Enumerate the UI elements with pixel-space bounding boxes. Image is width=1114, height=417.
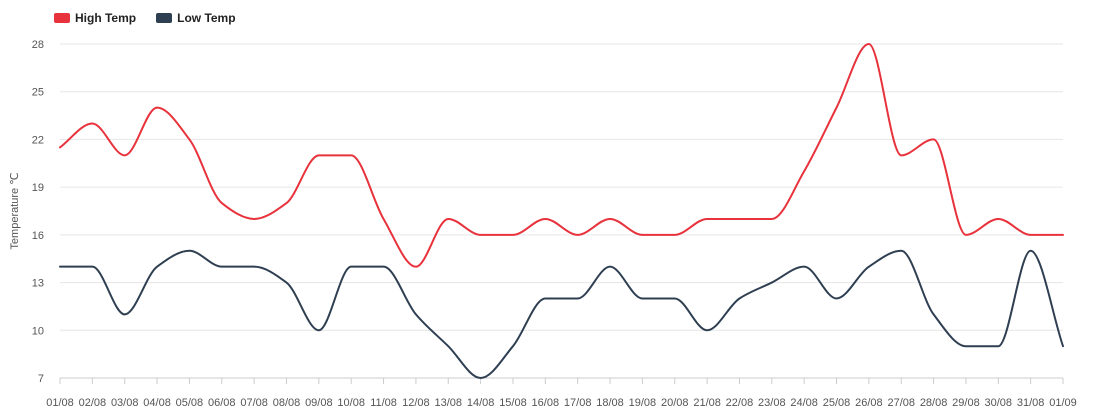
x-tick-label: 17/08 (564, 397, 592, 409)
x-tick-label: 14/08 (467, 397, 495, 409)
series-line-high-temp (59, 43, 1064, 268)
x-tick-label: 05/08 (176, 397, 204, 409)
y-tick-label: 22 (32, 134, 44, 146)
y-tick-label: 16 (32, 230, 44, 242)
x-tick-label: 13/08 (434, 397, 462, 409)
legend-item-high-temp[interactable]: High Temp (54, 11, 136, 25)
x-tick-label: 15/08 (499, 397, 527, 409)
legend-label-low-temp: Low Temp (177, 11, 236, 25)
x-tick-label: 29/08 (952, 397, 980, 409)
x-tick-label: 10/08 (337, 397, 365, 409)
y-tick-label: 28 (32, 39, 44, 51)
x-tick-label: 25/08 (823, 397, 851, 409)
x-tick-label: 31/08 (1017, 397, 1045, 409)
y-tick-label: 25 (32, 87, 44, 99)
x-tick-label: 27/08 (887, 397, 915, 409)
y-tick-label: 7 (38, 373, 44, 385)
x-tick-label: 26/08 (855, 397, 883, 409)
x-tick-label: 08/08 (273, 397, 301, 409)
y-tick-label: 13 (32, 278, 44, 290)
x-tick-label: 23/08 (758, 397, 786, 409)
x-tick-label: 07/08 (240, 397, 268, 409)
x-tick-label: 20/08 (661, 397, 689, 409)
x-tick-label: 11/08 (370, 397, 397, 409)
legend-label-high-temp: High Temp (75, 11, 137, 25)
x-tick-label: 19/08 (629, 397, 657, 409)
series-line-low-temp (59, 249, 1064, 379)
x-tick-label: 06/08 (208, 397, 236, 409)
x-tick-label: 18/08 (596, 397, 624, 409)
legend: High Temp Low Temp (54, 11, 236, 25)
x-tick-label: 04/08 (143, 397, 171, 409)
x-tick-label: 12/08 (402, 397, 430, 409)
x-tick-label: 16/08 (532, 397, 560, 409)
x-tick-label: 30/08 (985, 397, 1013, 409)
y-tick-label: 10 (32, 325, 44, 337)
legend-item-low-temp[interactable]: Low Temp (156, 11, 236, 25)
legend-swatch-high-temp (54, 13, 70, 23)
x-tick-label: 21/08 (693, 397, 721, 409)
x-tick-label: 28/08 (920, 397, 948, 409)
x-tick-label: 09/08 (305, 397, 333, 409)
x-tick-label: 01/09 (1049, 397, 1077, 409)
x-tick-label: 24/08 (790, 397, 818, 409)
x-tick-label: 01/08 (46, 397, 74, 409)
x-tick-label: 03/08 (111, 397, 139, 409)
legend-swatch-low-temp (156, 13, 173, 23)
y-axis-title: Temperature ℃ (9, 172, 21, 249)
x-tick-label: 22/08 (726, 397, 754, 409)
y-tick-label: 19 (32, 182, 44, 194)
x-tick-label: 02/08 (79, 397, 107, 409)
